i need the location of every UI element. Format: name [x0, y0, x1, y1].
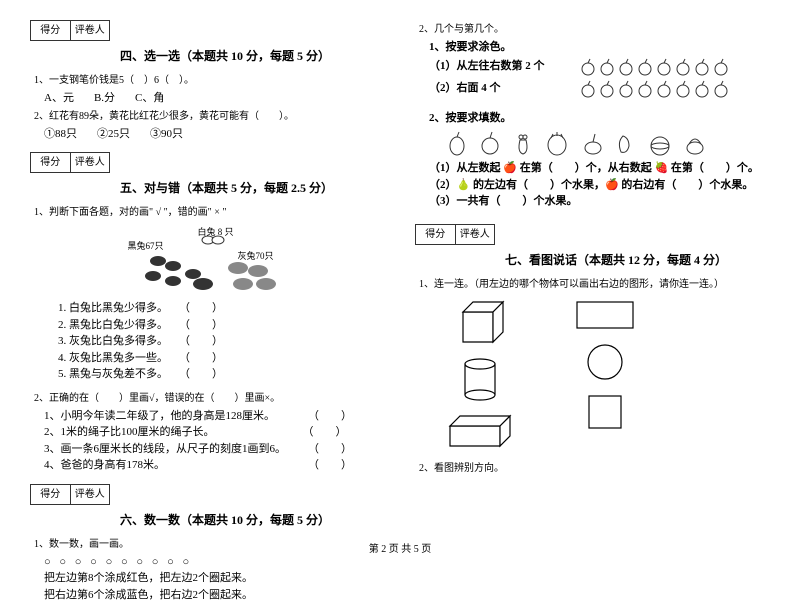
apple-icons: [579, 58, 729, 76]
s5-item-3: 3. 灰兔比白兔多得多。 （ ）: [58, 333, 385, 350]
apple-icons-2: [579, 80, 729, 98]
s5-q2-item-4: 4、爸爸的身高有178米。 （ ）: [44, 457, 385, 474]
score-label: 得分: [416, 225, 456, 244]
r-sub2-i2: （2）🍐 的左边有（ ）个水果，🍎 的右边有（ ）个水果。: [429, 177, 770, 194]
opt-a: A、元: [44, 90, 74, 107]
shape-grid: [445, 300, 770, 449]
fruit-icons: [445, 130, 770, 156]
reviewer-label: 评卷人: [71, 21, 110, 40]
r-sub2-i1: （1）从左数起 🍎 在第（ ）个，从右数起 🍓 在第（ ）个。: [429, 160, 770, 177]
rectangle-icon: [575, 300, 635, 330]
reviewer-label: 评卷人: [71, 153, 110, 172]
r-sub1-a: （1）从左往右数第 2 个: [429, 58, 569, 75]
section-5-title: 五、对与错（本题共 5 分，每题 2.5 分）: [120, 179, 385, 197]
gray-rabbit-label: 灰兔70只: [238, 250, 274, 264]
score-box: 得分 评卷人: [415, 224, 495, 245]
opt-3: ③90只: [150, 126, 183, 143]
s6-inst1: 把左边第8个涂成红色，把左边2个圈起来。: [44, 570, 385, 587]
reviewer-label: 评卷人: [71, 485, 110, 504]
left-column: 得分 评卷人 四、选一选（本题共 10 分，每题 5 分） 1、一支钢笔价钱是5…: [30, 20, 385, 540]
apples-bottom: [579, 80, 729, 98]
circles: ○ ○ ○ ○ ○ ○ ○ ○ ○ ○: [44, 554, 385, 571]
opt-2: ②25只: [97, 126, 130, 143]
circle-icon: [585, 342, 625, 382]
section-7-header: 得分 评卷人: [415, 224, 770, 249]
r-sub1-title: 1、按要求涂色。: [429, 39, 770, 56]
fruits-svg: [445, 130, 705, 156]
page-content: 得分 评卷人 四、选一选（本题共 10 分，每题 5 分） 1、一支钢笔价钱是5…: [30, 20, 770, 540]
s4-q2-options: ①88只 ②25只 ③90只: [44, 126, 385, 143]
section-4-header: 得分 评卷人: [30, 20, 385, 45]
reviewer-label: 评卷人: [456, 225, 495, 244]
s5-q2-item-3: 3、画一条6厘米长的线段，从尺子的刻度1画到6。 （ ）: [44, 441, 385, 458]
s5-item-5: 5. 黑兔与灰兔差不多。 （ ）: [58, 366, 385, 383]
s7-q2: 2、看图辨别方向。: [419, 461, 770, 476]
opt-1: ①88只: [44, 126, 77, 143]
apple-row-2: （2）右面 4 个: [415, 78, 770, 100]
s4-q2: 2、红花有89朵，黄花比红花少很多，黄花可能有（ ）。: [34, 109, 385, 124]
score-box: 得分 评卷人: [30, 484, 110, 505]
s5-q1: 1、判断下面各题，对的画" √ "，错的画" × ": [34, 205, 385, 220]
cuboid-icon: [445, 414, 515, 449]
r-sub1-b: （2）右面 4 个: [429, 80, 569, 97]
s4-q1-options: A、元 B.分 C、角: [44, 90, 385, 107]
r-sub2-i3: （3）一共有（ ）个水果。: [429, 193, 770, 210]
black-rabbit-label: 黑兔67只: [128, 240, 164, 254]
opt-c: C、角: [135, 90, 164, 107]
s7-q1: 1、连一连。（用左边的哪个物体可以画出右边的图形，请你连一连。）: [419, 277, 770, 292]
s5-q2-item-2: 2、1米的绳子比100厘米的绳子长。 （ ）: [44, 424, 385, 441]
section-7-title: 七、看图说话（本题共 12 分，每题 4 分）: [505, 251, 770, 269]
cylinder-icon: [460, 357, 500, 402]
opt-b: B.分: [94, 90, 115, 107]
s5-q2-item-1: 1、小明今年读二年级了，他的身高是128厘米。 （ ）: [44, 408, 385, 425]
apples-top: [579, 58, 729, 76]
shape-col-left: [445, 300, 515, 449]
s4-q1: 1、一支钢笔价钱是5（ ）6（ ）。: [34, 73, 385, 88]
score-label: 得分: [31, 485, 71, 504]
s5-item-4: 4. 灰兔比黑兔多一些。 （ ）: [58, 350, 385, 367]
s6-q1: 1、数一数，画一画。: [34, 537, 385, 552]
s5-item-1: 1. 白兔比黑兔少得多。 （ ）: [58, 300, 385, 317]
cube-icon: [455, 300, 505, 345]
shape-col-right: [575, 300, 635, 449]
section-6-header: 得分 评卷人: [30, 484, 385, 509]
r-q2: 2、几个与第几个。: [419, 22, 770, 37]
rabbit-illustration: 白兔 8 只 黑兔67只 灰兔70只: [118, 226, 298, 296]
score-box: 得分 评卷人: [30, 20, 110, 41]
r-sub2-title: 2、按要求填数。: [429, 110, 770, 127]
section-4-title: 四、选一选（本题共 10 分，每题 5 分）: [120, 47, 385, 65]
s6-inst2: 把右边第6个涂成蓝色，把右边2个圈起来。: [44, 587, 385, 603]
score-label: 得分: [31, 153, 71, 172]
apple-row-1: （1）从左往右数第 2 个: [415, 56, 770, 78]
score-box: 得分 评卷人: [30, 152, 110, 173]
section-5-header: 得分 评卷人: [30, 152, 385, 177]
section-6-title: 六、数一数（本题共 10 分，每题 5 分）: [120, 511, 385, 529]
s5-item-2: 2. 黑兔比白兔少得多。 （ ）: [58, 317, 385, 334]
white-rabbit-label: 白兔 8 只: [198, 226, 234, 240]
square-icon: [587, 394, 623, 430]
right-column: 2、几个与第几个。 1、按要求涂色。 （1）从左往右数第 2 个: [415, 20, 770, 540]
s5-q2: 2、正确的在（ ）里画√，错误的在（ ）里画×。: [34, 391, 385, 406]
score-label: 得分: [31, 21, 71, 40]
